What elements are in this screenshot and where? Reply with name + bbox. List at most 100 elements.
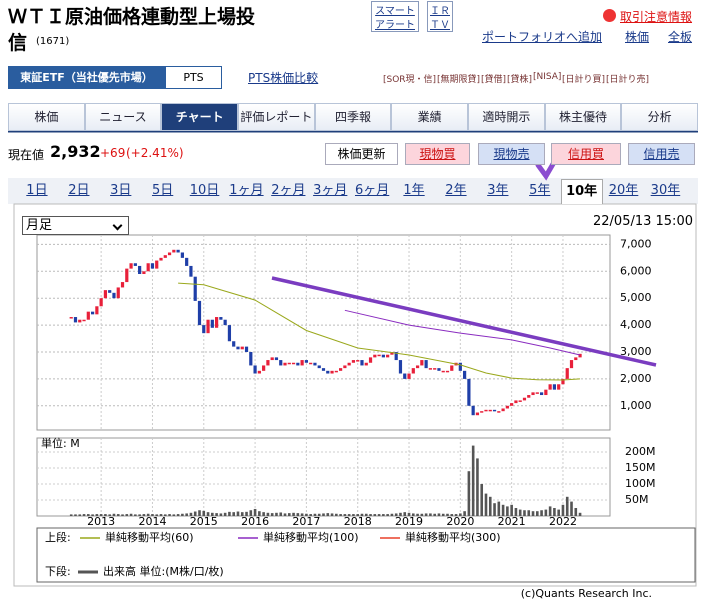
candle — [206, 319, 210, 334]
candle — [574, 357, 578, 361]
action-button[interactable]: 株価更新 — [325, 143, 398, 165]
volume-bar — [74, 514, 77, 516]
period-tab[interactable]: 3年 — [487, 183, 509, 198]
volume-bar — [176, 514, 180, 516]
volume-bar — [163, 514, 167, 516]
candle — [330, 370, 334, 374]
volume-bar — [506, 506, 509, 516]
period-tab[interactable]: 6ヶ月 — [354, 183, 390, 198]
candle — [146, 263, 150, 272]
volume-bar — [518, 509, 522, 516]
candle — [86, 311, 90, 320]
nav-tab[interactable]: 株価 — [8, 103, 85, 131]
candle — [539, 392, 544, 396]
volume-bar — [557, 509, 560, 516]
volume-bar — [450, 514, 454, 516]
volume-bar — [407, 512, 411, 516]
market-tab[interactable]: 東証ETF（当社優先市場） — [8, 66, 165, 89]
caution-link[interactable]: 取引注意情報 — [620, 10, 693, 24]
volume-bar — [514, 508, 518, 516]
candle — [514, 400, 518, 404]
ir-button-text[interactable]: ＩＲ — [430, 6, 450, 17]
pts-compare-link[interactable]: PTS株価比較 — [248, 71, 319, 85]
nav-tab[interactable]: ニュース — [84, 103, 162, 131]
volume-bar — [501, 504, 505, 516]
alert-button[interactable] — [371, 1, 419, 32]
volume-bar — [215, 513, 218, 516]
nav-tab[interactable]: 四季報 — [314, 103, 392, 131]
action-button[interactable]: 現物買 — [405, 143, 470, 165]
volume-bar — [364, 513, 368, 516]
credit: (c)Quants Research Inc. — [521, 587, 652, 600]
link[interactable]: 株価 — [625, 30, 650, 44]
volume-bar — [249, 510, 253, 516]
badge: [SOR現・信] — [383, 75, 437, 85]
volume-bar — [99, 514, 103, 516]
x-tick-label: 2018 — [344, 515, 372, 528]
volume-bar — [309, 514, 312, 516]
ir-button-text[interactable]: ＴＶ — [430, 20, 450, 31]
volume-bar — [347, 514, 351, 516]
period-tab[interactable]: 10日 — [189, 183, 220, 198]
candle — [471, 405, 475, 416]
action-button[interactable]: 現物売 — [478, 143, 545, 165]
period-tab[interactable]: 1年 — [403, 183, 425, 198]
period-tab[interactable]: 2日 — [68, 183, 90, 198]
candle — [304, 360, 308, 363]
volume-bar — [411, 513, 415, 516]
period-tab[interactable]: 5年 — [529, 183, 551, 198]
period-tab[interactable]: 10年 — [560, 179, 603, 204]
badge: [貸株] — [507, 75, 533, 85]
period-tab[interactable]: 2ヶ月 — [271, 183, 306, 198]
candle — [279, 360, 283, 366]
volume-bar — [570, 501, 573, 516]
nav-tab[interactable]: 適時開示 — [468, 103, 545, 131]
market-tab[interactable]: PTS — [165, 66, 222, 89]
candle — [82, 319, 86, 322]
period-tab[interactable]: 3ヶ月 — [313, 183, 348, 198]
candle — [480, 411, 484, 413]
candle — [167, 252, 172, 256]
period-tab[interactable]: 1ヶ月 — [229, 183, 264, 198]
nav-tab[interactable]: 株主優待 — [544, 103, 622, 131]
period-tab[interactable]: 5日 — [151, 183, 174, 198]
candle — [189, 265, 193, 277]
candle — [116, 287, 120, 299]
action-button[interactable]: 信用買 — [551, 143, 621, 165]
alert-button-text[interactable]: アラート — [375, 20, 415, 31]
nav-tab[interactable]: 評価レポート — [238, 103, 315, 131]
candle — [339, 368, 343, 371]
nav-tab[interactable]: 分析 — [621, 103, 698, 131]
period-tab[interactable]: 2年 — [445, 183, 467, 198]
candle — [133, 263, 137, 266]
candle — [548, 384, 552, 390]
action-button[interactable]: 信用売 — [628, 143, 695, 165]
candle — [544, 389, 548, 396]
candle — [257, 370, 261, 374]
candle — [155, 260, 159, 269]
link[interactable]: 全板 — [668, 30, 693, 44]
volume-bar — [189, 512, 193, 516]
candle — [407, 373, 411, 379]
y-tick-label: 3,000 — [620, 345, 652, 358]
volume-bar — [125, 514, 129, 516]
badge: [日計り売] — [606, 75, 650, 85]
portfolio-link[interactable]: ポートフォリオへ追加 — [482, 30, 603, 44]
period-tab[interactable]: 1日 — [26, 183, 48, 198]
ir-button[interactable] — [427, 1, 453, 32]
nav-tab[interactable]: 業績 — [391, 103, 468, 131]
candle — [347, 362, 351, 366]
candle — [274, 357, 279, 361]
period-tab[interactable]: 3日 — [110, 183, 132, 198]
volume-bar — [488, 496, 492, 516]
volume-bar — [129, 513, 133, 516]
candle — [210, 319, 214, 328]
interval-select[interactable]: 月足 — [22, 216, 129, 235]
alert-button-text[interactable]: スマート — [375, 6, 415, 17]
volume-bar — [69, 514, 73, 516]
volume-bar — [497, 501, 501, 516]
period-tab[interactable]: 30年 — [650, 183, 681, 198]
nav-tab[interactable]: チャート — [161, 103, 238, 131]
period-tab[interactable]: 20年 — [608, 183, 639, 198]
